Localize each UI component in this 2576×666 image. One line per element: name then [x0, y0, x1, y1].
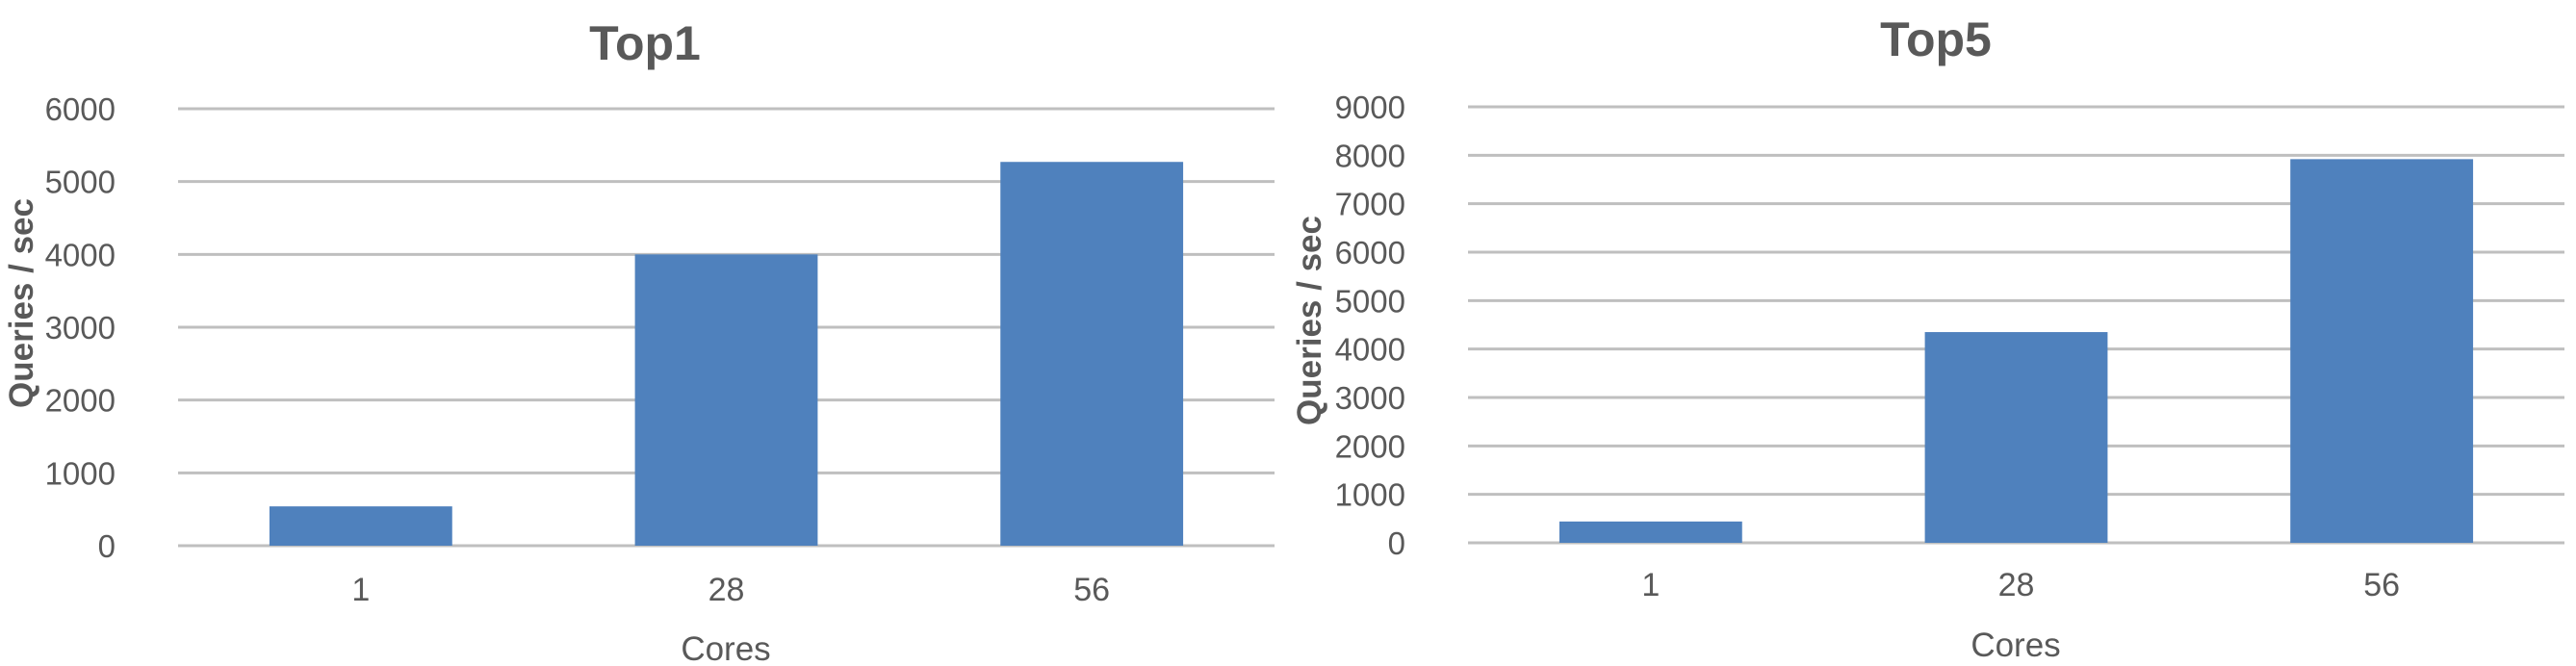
- y-tick-label: 2000: [45, 383, 116, 419]
- bar-28: [634, 254, 818, 546]
- y-tick-label: 4000: [1335, 332, 1405, 368]
- bar-56: [2290, 159, 2474, 544]
- x-tick-label: 56: [1073, 572, 1110, 608]
- y-axis-label: Queries / sec: [1291, 216, 1328, 425]
- y-tick-label: 8000: [1335, 138, 1405, 173]
- y-tick-label: 1000: [45, 455, 116, 491]
- x-tick-label: 1: [351, 572, 370, 608]
- x-tick-label: 1: [1641, 567, 1660, 603]
- chart-title: Top5: [1880, 13, 1992, 66]
- plot-area: 0 1000 2000 3000 4000 5000 6000 7000 8000 9000 1 28…: [1335, 90, 2564, 603]
- y-tick-label: 5000: [45, 165, 116, 200]
- y-tick-label: 2000: [1335, 428, 1405, 464]
- y-axis-label: Queries / sec: [3, 198, 40, 408]
- bar-1: [269, 506, 452, 546]
- bar-56: [1000, 162, 1184, 546]
- x-tick-label: 28: [1998, 567, 2035, 603]
- x-axis-label: Cores: [1971, 627, 2060, 664]
- chart-top1-svg: Top1 Queries / sec Cores 0 1000 2000 3000 40…: [3, 16, 1275, 666]
- x-tick-label: 56: [2363, 567, 2400, 603]
- y-tick-label: 9000: [1335, 90, 1405, 125]
- y-tick-label: 3000: [45, 310, 116, 346]
- y-tick-label: 5000: [1335, 283, 1405, 319]
- y-tick-label: 6000: [1335, 235, 1405, 270]
- bar-28: [1924, 332, 2108, 543]
- chart-top5: Top5 Queries / sec Cores 0 1000 2000 3000 40…: [1288, 0, 2576, 666]
- chart-title: Top1: [589, 16, 701, 70]
- y-tick-label: 0: [98, 528, 116, 564]
- plot-area: 0 1000 2000 3000 4000 5000 6000 1 28 56: [45, 91, 1275, 608]
- y-tick-label: 6000: [45, 91, 116, 127]
- y-tick-label: 0: [1388, 525, 1405, 561]
- x-axis-label: Cores: [681, 630, 770, 666]
- y-tick-label: 3000: [1335, 380, 1405, 416]
- bar-1: [1558, 521, 1742, 543]
- x-tick-label: 28: [708, 572, 745, 608]
- chart-top5-svg: Top5 Queries / sec Cores 0 1000 2000 3000 40…: [1291, 13, 2564, 664]
- y-tick-label: 4000: [45, 237, 116, 272]
- chart-top1: Top1 Queries / sec Cores 0 1000 2000 3000 40…: [3, 16, 1275, 666]
- y-tick-label: 1000: [1335, 477, 1405, 513]
- y-tick-label: 7000: [1335, 187, 1405, 222]
